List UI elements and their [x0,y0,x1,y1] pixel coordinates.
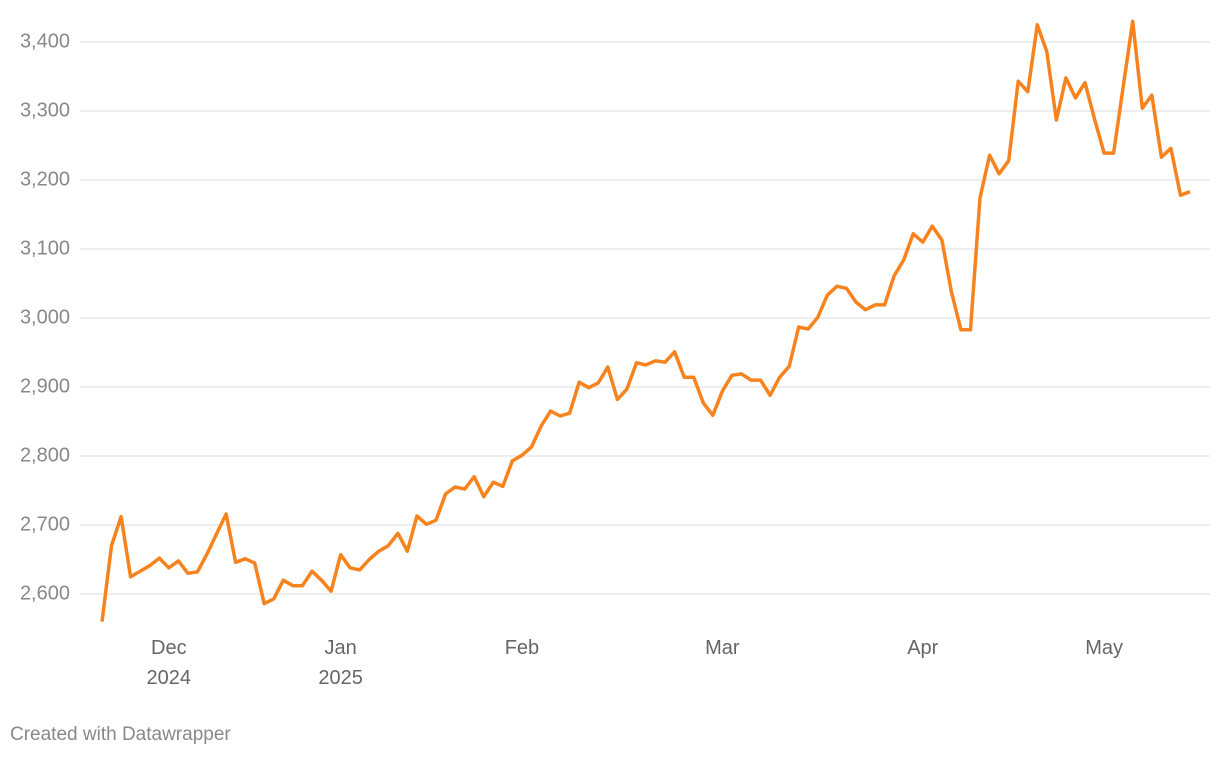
y-tick-label: 3,400 [20,30,70,52]
y-tick-label: 2,600 [20,582,70,604]
y-tick-label: 3,100 [20,237,70,259]
line [100,19,1191,622]
y-tick-label: 3,200 [20,168,70,190]
x-tick-label: Dec 2024 [146,637,192,689]
y-tick-label: 3,300 [20,99,70,121]
x-tick-label: Apr [907,637,939,659]
x-tick-label: May [1085,637,1123,659]
x-tick-label: Feb [504,637,540,659]
x-tick-label: Mar [705,637,740,659]
y-tick-label: 2,800 [20,444,70,466]
y-tick-label: 2,700 [20,513,70,535]
chart: 2,600 2,700 2,800 2,900 3,000 3,100 3,200 3,300… [20,19,1210,622]
credit: Created with Datawrapper [10,724,231,745]
y-tick-label: 2,900 [20,375,70,397]
x-tick-label: Jan 2025 [318,637,363,689]
y-tick-label: 3,000 [20,306,70,328]
